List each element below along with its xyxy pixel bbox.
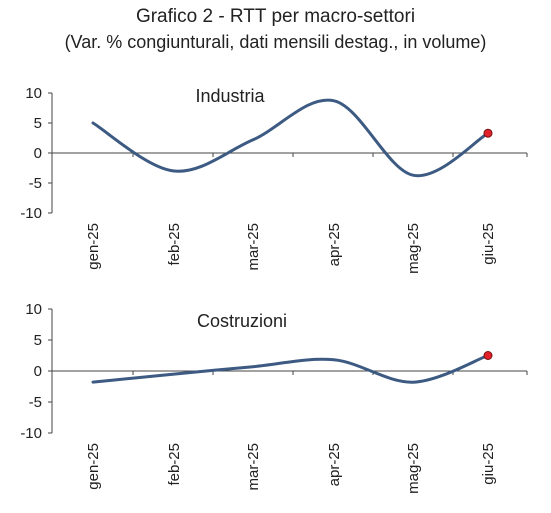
data-point-mar-25 — [251, 138, 255, 142]
x-tick-label: giu-25 — [480, 223, 497, 265]
x-tick-label: apr-25 — [326, 443, 343, 486]
chart-subtitle: (Var. % congiunturali, dati mensili dest… — [64, 32, 487, 52]
panel-industria: 10 5 0 -5 -10 gen-25 feb-25 mar-25 apr-25 mag-25 g… — [20, 85, 528, 274]
y-tick-label: 10 — [25, 301, 42, 318]
y-tick-label: 0 — [34, 145, 42, 162]
x-tick-label: gen-25 — [85, 223, 102, 270]
panel-title: Industria — [195, 86, 265, 106]
x-tick-label: gen-25 — [85, 443, 102, 490]
data-point-gen-25 — [91, 380, 95, 384]
x-tick-label: mar-25 — [245, 223, 262, 271]
panel-costruzioni: 10 5 0 -5 -10 gen-25 feb-25 mar-25 apr-25 mag-25 g… — [20, 301, 528, 494]
data-point-apr-25 — [332, 99, 336, 103]
x-tick-label: feb-25 — [166, 443, 183, 486]
data-point-mar-25 — [251, 365, 255, 369]
series-line — [91, 98, 490, 178]
last-point-marker — [483, 128, 493, 138]
y-tick-label: 0 — [34, 363, 42, 380]
series-line — [91, 354, 490, 384]
data-point-gen-25 — [91, 121, 95, 125]
data-point-feb-25 — [172, 372, 176, 376]
y-tick-label: 10 — [25, 85, 42, 102]
y-tick-label: -5 — [29, 175, 42, 192]
data-point-mag-25 — [411, 173, 415, 177]
chart-title: Grafico 2 - RTT per macro-settori — [135, 6, 416, 27]
x-tick-label: mag-25 — [405, 223, 422, 274]
y-tick-label: -10 — [20, 205, 42, 222]
y-tick-label: -10 — [20, 425, 42, 442]
last-point-marker — [483, 351, 493, 360]
panel-title: Costruzioni — [197, 311, 287, 331]
y-tick-label: 5 — [34, 115, 42, 132]
data-point-mag-25 — [411, 380, 415, 384]
x-tick-label: mag-25 — [405, 443, 422, 494]
data-point-apr-25 — [332, 358, 336, 362]
data-point-feb-25 — [172, 169, 176, 173]
y-tick-label: 5 — [34, 332, 42, 349]
y-tick-label: -5 — [29, 394, 42, 411]
x-tick-label: feb-25 — [166, 223, 183, 266]
x-tick-label: apr-25 — [326, 223, 343, 266]
x-tick-label: giu-25 — [480, 443, 497, 485]
x-tick-label: mar-25 — [245, 443, 262, 491]
